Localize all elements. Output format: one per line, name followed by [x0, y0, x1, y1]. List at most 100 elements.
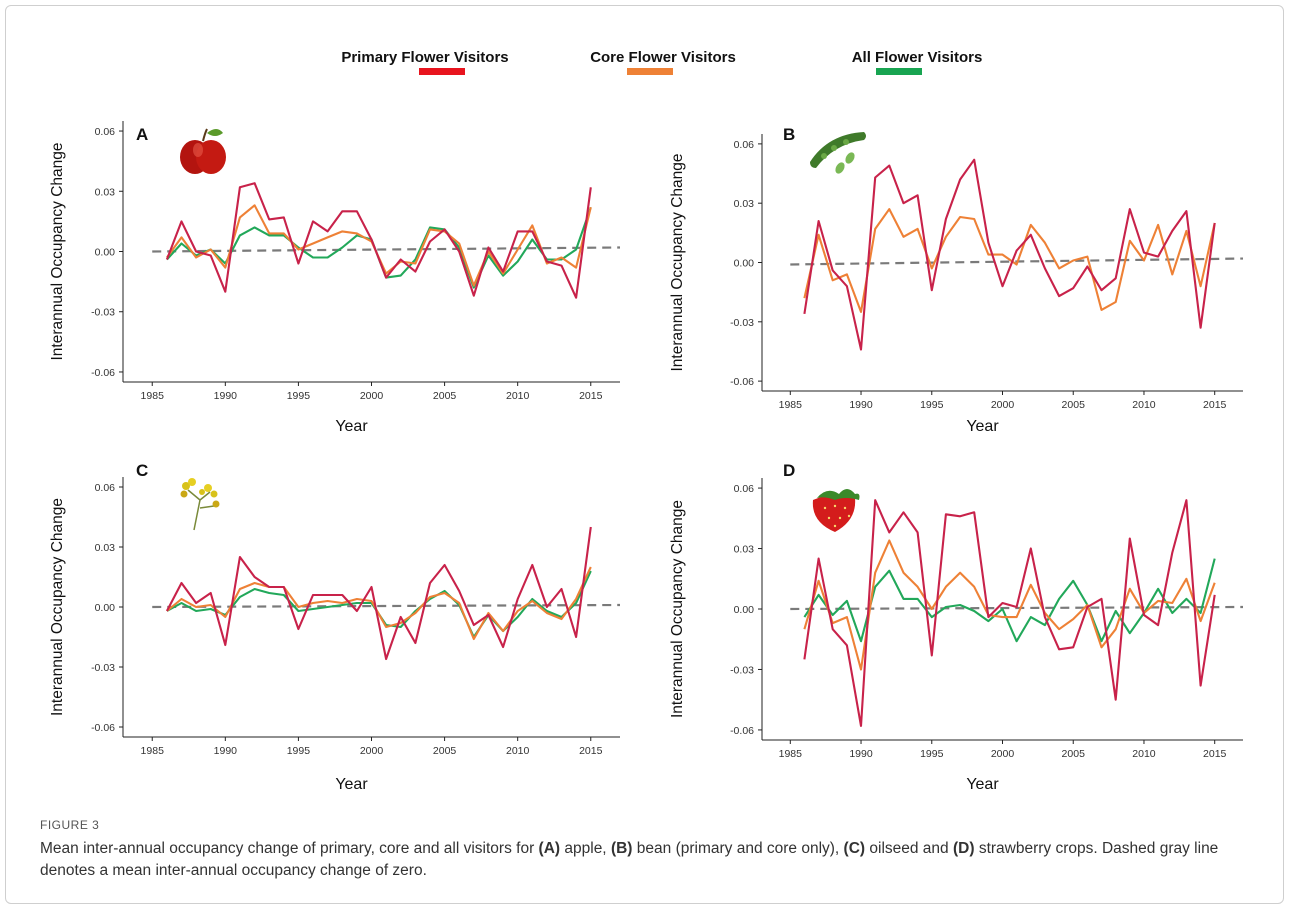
x-tick-label: 2015: [1203, 399, 1227, 411]
x-tick-label: 1985: [141, 390, 165, 402]
x-tick-label: 2005: [1062, 399, 1086, 411]
legend-swatch-primary: [419, 68, 465, 75]
x-tick-label: 2000: [991, 399, 1015, 411]
oilseed-flower-icon: [179, 477, 221, 531]
x-tick-label: 1990: [214, 390, 238, 402]
y-tick-label: 0.00: [734, 604, 755, 616]
panel-letter: C: [136, 461, 148, 480]
y-tick-label: -0.03: [730, 664, 754, 676]
x-tick-label: 1990: [214, 745, 238, 757]
y-tick-label: 0.00: [734, 258, 755, 270]
x-tick-label: 1995: [287, 390, 311, 402]
y-tick-label: -0.03: [91, 662, 115, 674]
x-axis-label: Year: [335, 418, 368, 435]
chart-panel-a: -0.06 -0.03 0.00 0.03 0.06 1985 1990 1995 2000 20…: [49, 121, 621, 435]
caption-label: FIGURE 3: [40, 818, 100, 832]
legend-item-core: Core Flower Visitors: [590, 49, 736, 75]
y-tick-label: 0.03: [95, 542, 116, 554]
legend-label-core: Core Flower Visitors: [590, 49, 736, 66]
y-tick-label: -0.03: [730, 317, 754, 329]
series-line-core: [803, 539, 1216, 671]
series-line-primary: [165, 182, 592, 299]
series-line-core: [803, 208, 1216, 313]
y-tick-label: 0.03: [734, 544, 755, 556]
y-tick-label: 0.00: [95, 247, 116, 259]
x-tick-label: 2010: [506, 390, 530, 402]
x-tick-label: 1990: [849, 399, 873, 411]
caption-part: (D): [952, 840, 975, 857]
panel-letter: B: [783, 125, 795, 144]
caption-part: bean (primary and core only),: [632, 840, 844, 857]
caption-part: strawberry crops. Dashed gray line denot…: [40, 840, 1219, 879]
x-axis-label: Year: [335, 776, 368, 793]
chart-panel-b: -0.06 -0.03 0.00 0.03 0.06 1985 1990 1995 2000 20…: [669, 125, 1244, 435]
x-tick-label: 1985: [779, 748, 803, 760]
zero-reference-line: [152, 246, 621, 253]
series-line-primary: [803, 158, 1216, 351]
x-tick-label: 2000: [360, 390, 384, 402]
series-line-core: [166, 566, 592, 641]
panel-letter: A: [136, 125, 148, 144]
chart-panel-c: -0.06 -0.03 0.00 0.03 0.06 1985 1990 1995 2000 20…: [49, 461, 621, 793]
x-tick-label: 2000: [991, 748, 1015, 760]
y-tick-label: -0.03: [91, 307, 115, 319]
x-tick-label: 1995: [920, 399, 944, 411]
figure-3: Primary Flower Visitors Core Flower Visi…: [49, 49, 1244, 793]
y-tick-label: 0.06: [95, 482, 116, 494]
y-tick-label: 0.03: [95, 186, 116, 198]
series-line-primary: [803, 499, 1216, 727]
zero-reference-line: [152, 603, 621, 609]
legend-label-primary: Primary Flower Visitors: [341, 49, 508, 66]
x-axis-label: Year: [966, 418, 999, 435]
caption-part: Mean inter-annual occupancy change of pr…: [40, 840, 539, 857]
x-tick-label: 2015: [1203, 748, 1227, 760]
x-tick-label: 1995: [920, 748, 944, 760]
caption-part: (A): [538, 840, 561, 857]
x-tick-label: 2010: [1132, 748, 1156, 760]
x-tick-label: 1985: [141, 745, 165, 757]
caption-part: oilseed and: [865, 840, 953, 857]
figure-caption: FIGURE 3 Mean inter-annual occupancy cha…: [40, 818, 1240, 882]
legend-swatch-all: [876, 68, 922, 75]
x-tick-label: 1995: [287, 745, 311, 757]
strawberry-icon: [812, 489, 860, 532]
x-tick-label: 1990: [849, 748, 873, 760]
panel-letter: D: [783, 461, 795, 480]
legend: Primary Flower Visitors Core Flower Visi…: [341, 49, 982, 75]
y-tick-label: 0.06: [734, 483, 755, 495]
y-axis-label: Interannual Occupancy Change: [669, 500, 686, 718]
legend-label-all: All Flower Visitors: [852, 49, 983, 66]
x-tick-label: 1985: [779, 399, 803, 411]
x-tick-label: 2005: [433, 745, 457, 757]
x-tick-label: 2005: [433, 390, 457, 402]
y-tick-label: -0.06: [730, 376, 754, 388]
legend-swatch-core: [627, 68, 673, 75]
apple-icon: [179, 128, 227, 175]
y-tick-label: -0.06: [91, 722, 115, 734]
y-tick-label: 0.00: [95, 602, 116, 614]
x-tick-label: 2010: [1132, 399, 1156, 411]
x-tick-label: 2010: [506, 745, 530, 757]
x-tick-label: 2015: [579, 745, 603, 757]
y-axis-label: Interannual Occupancy Change: [49, 142, 66, 360]
chart-panel-d: -0.06 -0.03 0.00 0.03 0.06 1985 1990 1995 2000 20…: [669, 461, 1244, 793]
caption-text: Mean inter-annual occupancy change of pr…: [40, 838, 1240, 882]
x-tick-label: 2015: [579, 390, 603, 402]
caption-part: apple,: [560, 840, 611, 857]
series-line-primary: [165, 526, 592, 661]
y-axis-label: Interannual Occupancy Change: [669, 153, 686, 371]
caption-part: (B): [610, 840, 633, 857]
x-tick-label: 2005: [1062, 748, 1086, 760]
legend-item-all: All Flower Visitors: [852, 49, 983, 75]
legend-item-primary: Primary Flower Visitors: [341, 49, 509, 75]
y-axis-label: Interannual Occupancy Change: [49, 498, 66, 716]
y-tick-label: 0.06: [734, 139, 755, 151]
bean-pod-icon: [810, 132, 866, 176]
caption-part: (C): [843, 840, 866, 857]
y-tick-label: 0.06: [95, 126, 116, 138]
y-tick-label: -0.06: [91, 367, 115, 379]
y-tick-label: 0.03: [734, 198, 755, 210]
y-tick-label: -0.06: [730, 725, 754, 737]
x-tick-label: 2000: [360, 745, 384, 757]
x-axis-label: Year: [966, 776, 999, 793]
